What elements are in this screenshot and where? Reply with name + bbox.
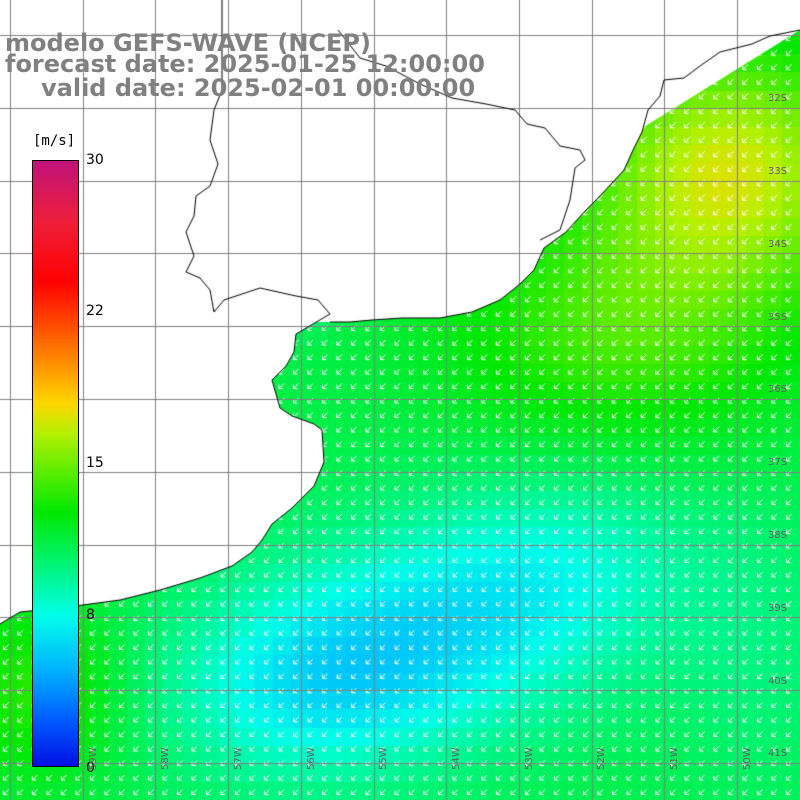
lon-label-57w: 57W	[233, 747, 244, 770]
lon-label-58w: 58W	[160, 747, 171, 770]
lat-label-36s: 36S	[768, 384, 788, 395]
model-title: modelo GEFS-WAVE (NCEP)	[5, 29, 371, 57]
lat-label-39s: 39S	[768, 603, 788, 614]
lat-label-33s: 33S	[768, 166, 788, 177]
lon-label-54w: 54W	[451, 747, 462, 770]
colorbar-tick-8: 8	[86, 607, 95, 623]
colorbar-tick-15: 15	[86, 455, 104, 471]
colorbar	[32, 160, 79, 767]
lat-label-32s: 32S	[768, 93, 788, 104]
lon-label-59w: 59W	[88, 747, 99, 770]
forecast-date: forecast date: 2025-01-25 12:00:00	[5, 50, 485, 78]
lat-label-34s: 34S	[768, 239, 788, 250]
colorbar-tick-0: 0	[86, 760, 95, 776]
lon-label-55w: 55W	[378, 747, 389, 770]
colorbar-units: [m/s]	[33, 133, 76, 149]
lon-label-51w: 51W	[669, 747, 680, 770]
lon-label-56w: 56W	[306, 747, 317, 770]
colorbar-tick-30: 30	[86, 152, 104, 168]
lat-label-37s: 37S	[768, 457, 788, 468]
lat-label-40s: 40S	[768, 676, 788, 687]
colorbar-tick-22: 22	[86, 303, 104, 319]
lat-label-41s: 41S	[768, 748, 788, 759]
lon-label-52w: 52W	[596, 747, 607, 770]
lon-label-53w: 53W	[524, 747, 535, 770]
lon-label-50w: 50W	[742, 747, 753, 770]
valid-date: valid date: 2025-02-01 00:00:00	[41, 74, 476, 102]
lat-label-38s: 38S	[768, 530, 788, 541]
lat-label-35s: 35S	[768, 312, 788, 323]
